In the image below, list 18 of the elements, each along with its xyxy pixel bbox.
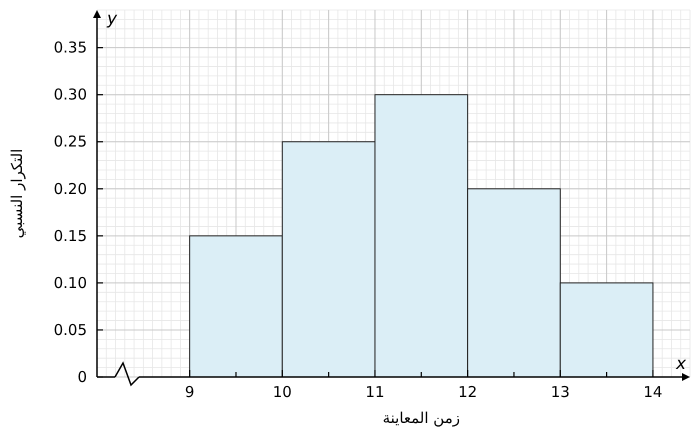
y-axis-title: التكرار النسبي xyxy=(8,148,26,238)
y-tick-label: 0 xyxy=(77,368,87,386)
x-tick-label: 12 xyxy=(458,383,478,401)
y-tick-label: 0.15 xyxy=(54,226,87,245)
y-tick-label: 0.10 xyxy=(54,274,87,292)
y-tick-label: 0.20 xyxy=(54,180,87,198)
x-tick-label: 10 xyxy=(272,383,292,401)
y-tick-label: 0.25 xyxy=(54,132,87,151)
x-tick-label: 13 xyxy=(550,383,570,401)
y-tick-label: 0.35 xyxy=(54,38,87,57)
x-axis-title: زمن المعاينة xyxy=(382,409,460,427)
y-tick-label: 0.05 xyxy=(54,320,87,339)
x-tick-label: 11 xyxy=(365,383,385,401)
annotation: x xyxy=(675,354,687,374)
y-tick-label: 0.30 xyxy=(54,86,87,104)
annotation: y xyxy=(106,9,118,29)
x-tick-label: 14 xyxy=(643,383,662,401)
x-tick-label: 9 xyxy=(184,383,194,401)
